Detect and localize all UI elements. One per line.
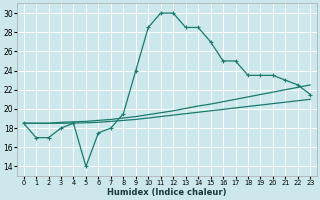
X-axis label: Humidex (Indice chaleur): Humidex (Indice chaleur)	[107, 188, 227, 197]
